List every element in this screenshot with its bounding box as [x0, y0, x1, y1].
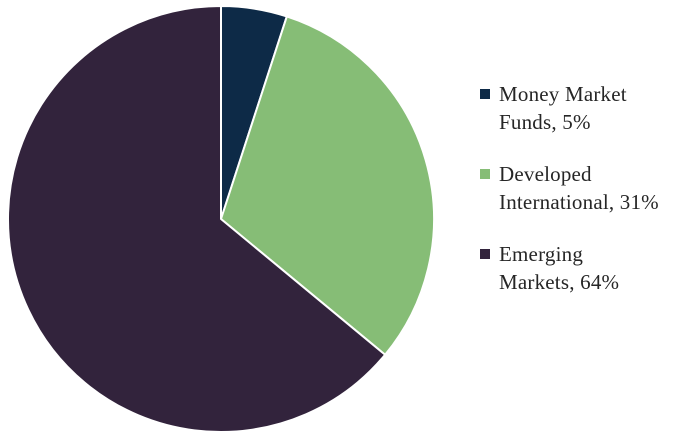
legend-item-emerging-markets: Emerging Markets, 64% [480, 240, 689, 296]
legend: Money Market Funds, 5% Developed Interna… [480, 80, 689, 320]
legend-label-money-market-line2: Funds, 5% [499, 110, 591, 134]
legend-item-developed-international: Developed International, 31% [480, 160, 689, 216]
legend-label-emerging-markets-line1: Emerging [499, 242, 584, 266]
pie-slice-emerging-markets [7, 5, 387, 433]
legend-label-developed-international-line1: Developed [499, 162, 592, 186]
legend-label-developed-international-line2: International, 31% [499, 190, 659, 214]
pie-slices [7, 5, 435, 433]
legend-swatch-developed-international [480, 169, 490, 179]
legend-label-developed-international: Developed International, 31% [499, 160, 659, 216]
legend-label-money-market: Money Market Funds, 5% [499, 80, 627, 136]
legend-item-money-market: Money Market Funds, 5% [480, 80, 689, 136]
legend-label-money-market-line1: Money Market [499, 82, 627, 106]
legend-label-emerging-markets-line2: Markets, 64% [499, 270, 620, 294]
legend-swatch-money-market [480, 89, 490, 99]
legend-label-emerging-markets: Emerging Markets, 64% [499, 240, 619, 296]
pie-slice-developed-international [220, 15, 435, 356]
legend-swatch-emerging-markets [480, 249, 490, 259]
